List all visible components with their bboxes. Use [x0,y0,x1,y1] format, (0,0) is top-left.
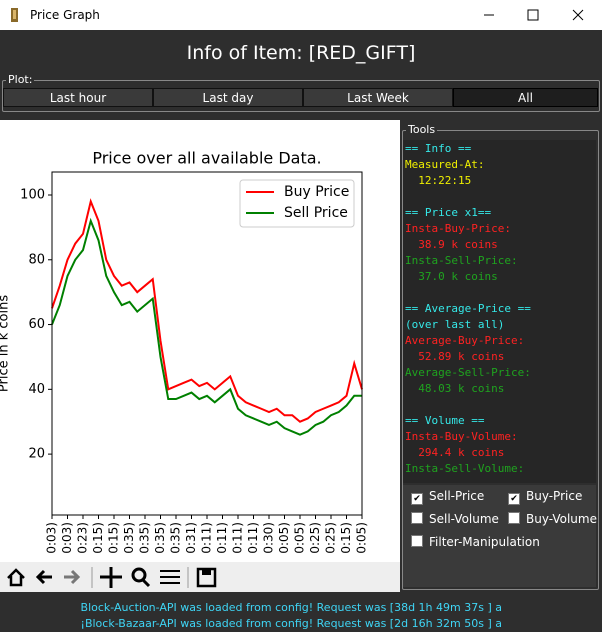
x-tick-label: 0:25) [324,522,338,554]
x-tick-label: 0:05) [293,522,307,554]
info-line: 38.9 k coins [405,238,498,251]
x-tick-label: 0:15) [91,522,105,554]
info-line: Average-Sell-Price: [405,366,531,379]
x-tick-label: 0:03) [45,522,59,554]
info-line: 12:22:15 [405,174,472,187]
toolbar-icons[interactable] [0,562,230,592]
x-tick-label: 0:11) [215,522,229,554]
plot-group-label: Plot: [6,73,35,86]
info-line: 37.0 k coins [405,270,498,283]
legend-label: Sell Price [284,205,348,221]
y-tick-label: 60 [28,317,45,332]
info-line: (over last all) [405,318,505,331]
x-tick-label: 0:11) [200,522,214,554]
y-tick-label: 40 [28,382,45,397]
x-tick-label: 0:11) [231,522,245,554]
x-tick-label: 0:05) [277,522,291,554]
checkbox[interactable]: Buy-Volume [508,512,597,526]
checkbox-label: Sell-Price [429,489,485,503]
y-tick-label: 100 [20,187,45,202]
info-line: Insta-Sell-Volume: [405,462,525,475]
range-button[interactable]: Last Week [303,88,453,107]
checkbox-label: Filter-Manipulation [429,535,540,549]
title-bar: Price Graph [0,0,602,30]
x-tick-label: 0:35) [122,522,136,554]
info-line: 52.89 k coins [405,350,505,363]
range-button[interactable]: All [453,88,598,107]
window-controls[interactable] [470,0,602,30]
info-line: == Volume == [405,414,485,427]
range-button[interactable]: Last hour [3,88,153,107]
checkbox[interactable]: Sell-Volume [411,512,499,526]
x-tick-label: 0:03) [60,522,74,554]
info-line: 48.03 k coins [405,382,505,395]
info-line: Insta-Sell-Price: [405,254,518,267]
info-line: == Average-Price == [405,302,531,315]
checkbox-label: Buy-Volume [526,512,597,526]
info-line: 294.4 k coins [405,446,505,459]
x-tick-label: 0:25) [308,522,322,554]
info-line: Insta-Buy-Volume: [405,430,518,443]
options-panel [403,485,596,587]
heading: Info of Item: [RED_GIFT] [186,42,416,64]
x-tick-label: 0:30) [262,522,276,554]
tools-group-label: Tools [406,123,438,136]
checkbox[interactable]: Filter-Manipulation [411,535,540,549]
checkbox-label: Sell-Volume [429,512,499,526]
x-tick-label: 0:35) [138,522,152,554]
x-tick-label: 0:35) [169,522,183,554]
x-tick-label: 0:11) [246,522,260,554]
x-tick-label: 0:15) [107,522,121,554]
y-axis-label: Price in k coins [0,295,12,392]
status-line: Block-Auction-API was loaded from config… [80,601,502,614]
range-button[interactable]: Last day [153,88,303,107]
window-title: Price Graph [30,8,100,22]
y-tick-label: 20 [28,447,45,462]
toolbar [0,562,400,592]
price-line [51,198,363,423]
plot-frame [51,171,363,516]
chart: Price over all available Data. Price in k… [0,120,400,562]
chart-title: Price over all available Data. [92,149,321,168]
plot-group [2,80,600,112]
x-tick-label: 0:05) [355,522,369,554]
checkbox-label: Buy-Price [526,489,583,503]
info-line: Average-Buy-Price: [405,334,525,347]
info-line: == Info == [405,142,472,155]
x-tick-label: 0:15) [339,522,353,554]
info-line: Insta-Buy-Price: [405,222,511,235]
x-tick-label: 0:35) [153,522,167,554]
tools-group [402,130,599,590]
legend-label: Buy Price [284,184,349,200]
price-line [51,217,362,436]
x-tick-label: 0:31) [184,522,198,554]
y-tick-label: 80 [28,252,45,267]
info-line: == Price x1== [405,206,492,219]
x-tick-label: 0:23) [76,522,90,554]
checkbox[interactable]: ✔ Sell-Price [411,489,484,505]
checkbox[interactable]: ✔ Buy-Price [508,489,582,505]
info-line: Measured-At: [405,158,485,171]
status-line: ¡Block-Bazaar-API was loaded from config… [80,617,502,630]
info-panel: == Info == Measured-At: 12:22:15 == Pric… [403,140,596,483]
app-icon [11,8,18,22]
